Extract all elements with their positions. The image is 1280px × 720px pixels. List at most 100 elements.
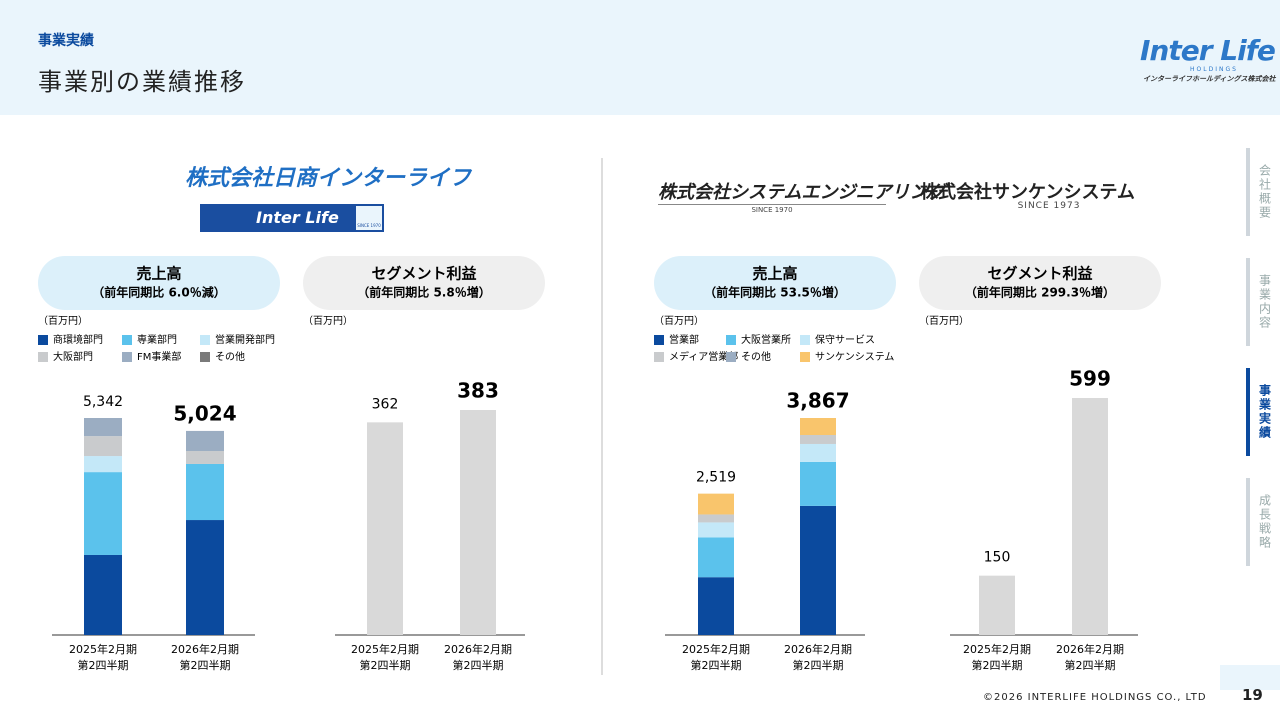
bar: [460, 410, 496, 635]
legend-label: 大阪部門: [53, 350, 93, 363]
value-label: 599: [1069, 367, 1111, 391]
legend-label: 保守サービス: [815, 333, 875, 346]
x-tick-label: 2026年2月期: [171, 642, 239, 656]
legend-swatch: [122, 335, 132, 345]
bar-segment: [698, 522, 734, 538]
logo-company: インターライフホールディングス株式会社: [1143, 75, 1276, 83]
total-label: 5,024: [173, 401, 236, 425]
legend-swatch: [726, 352, 736, 362]
value-label: 383: [457, 379, 499, 403]
section: 事業実績: [38, 33, 94, 49]
legend-label: 営業開発部門: [215, 333, 275, 346]
title: 事業別の業績推移: [38, 68, 246, 96]
legend-label: その他: [741, 350, 771, 363]
bar-segment: [698, 577, 734, 635]
bar-segment: [698, 537, 734, 578]
sidebar-tab[interactable]: 事業実績: [1246, 368, 1280, 456]
chart-title: セグメント利益: [987, 265, 1092, 283]
bar-segment: [800, 461, 836, 506]
legend-swatch: [38, 352, 48, 362]
logo-system-since: SINCE 1970: [658, 204, 886, 214]
bar-segment: [800, 505, 836, 635]
x-tick-label: 2025年2月期: [963, 642, 1031, 656]
legend-label: メディア営業部: [669, 350, 738, 363]
bar-segment: [84, 418, 122, 437]
x-tick-label: 第2四半期: [180, 658, 231, 672]
bar-segment: [186, 520, 224, 635]
x-tick-label: 第2四半期: [1065, 658, 1116, 672]
legend-label: 大阪営業所: [741, 333, 791, 346]
footer: [0, 690, 1280, 720]
pill: [654, 256, 896, 310]
bar-segment: [698, 493, 734, 515]
x-tick-label: 2025年2月期: [69, 642, 137, 656]
unit: （百万円）: [303, 315, 353, 327]
legend-label: 専業部門: [137, 333, 177, 346]
page-number: 19: [1242, 686, 1263, 704]
chart-title: 売上高: [752, 265, 797, 283]
x-tick-label: 第2四半期: [691, 658, 742, 672]
legend-swatch: [122, 352, 132, 362]
x-tick-label: 2025年2月期: [351, 642, 419, 656]
x-tick-label: 第2四半期: [793, 658, 844, 672]
sidebar-tab[interactable]: 事業内容: [1246, 258, 1280, 346]
legend-swatch: [200, 335, 210, 345]
bar-segment: [186, 463, 224, 521]
x-tick-label: 第2四半期: [972, 658, 1023, 672]
bar-segment: [84, 554, 122, 635]
legend-swatch: [726, 335, 736, 345]
bar: [979, 575, 1015, 635]
chart-title: セグメント利益: [371, 265, 476, 283]
legend-label: 営業部: [669, 333, 699, 346]
chart-title: 売上高: [136, 265, 181, 283]
chart-subtitle: （前年同期比 6.0％減）: [92, 285, 225, 300]
legend-label: その他: [215, 350, 245, 363]
unit: （百万円）: [654, 315, 704, 327]
total-label: 2,519: [696, 470, 736, 486]
total-label: 5,342: [83, 394, 123, 410]
legend-swatch: [800, 352, 810, 362]
unit: （百万円）: [38, 315, 88, 327]
logo: Inter Life: [1140, 34, 1276, 67]
logo-sanken-since: SINCE 1973: [1017, 201, 1081, 211]
pill: [919, 256, 1161, 310]
logo-since: SINCE 1970: [356, 206, 382, 230]
x-tick-label: 2026年2月期: [444, 642, 512, 656]
logo-banner: Inter Life: [200, 204, 384, 232]
chart-subtitle: （前年同期比 5.8％増）: [357, 285, 490, 300]
value-label: 150: [984, 550, 1011, 566]
bar: [1072, 398, 1108, 635]
x-tick-label: 2026年2月期: [784, 642, 852, 656]
bar-segment: [800, 418, 836, 436]
legend-swatch: [654, 352, 664, 362]
bar-segment: [186, 430, 224, 451]
chart-subtitle: （前年同期比 53.5％増）: [704, 285, 846, 300]
x-tick-label: 2026年2月期: [1056, 642, 1124, 656]
bar-segment: [186, 450, 224, 464]
pill: [303, 256, 545, 310]
sidebar-tab[interactable]: 成長戦略: [1246, 478, 1280, 566]
x-tick-label: 第2四半期: [360, 658, 411, 672]
x-tick-label: 2025年2月期: [682, 642, 750, 656]
chart-subtitle: （前年同期比 299.3％増）: [965, 285, 1115, 300]
x-tick-label: 第2四半期: [453, 658, 504, 672]
bar-segment: [84, 436, 122, 457]
legend-swatch: [200, 352, 210, 362]
logo-sub: HOLDINGS: [1190, 66, 1238, 73]
bar-segment: [84, 472, 122, 555]
pill: [38, 256, 280, 310]
bar: [367, 422, 403, 635]
logo-system: 株式会社システムエンジニアリング: [658, 182, 946, 203]
legend-label: FM事業部: [137, 350, 181, 363]
sidebar-tab[interactable]: 会社概要: [1246, 148, 1280, 236]
legend-swatch: [38, 335, 48, 345]
bar-segment: [84, 456, 122, 473]
total-label: 3,867: [786, 389, 849, 413]
unit: （百万円）: [919, 315, 969, 327]
logo-sanken: 株式会社サンケンシステム: [920, 182, 1135, 203]
legend-swatch: [800, 335, 810, 345]
copyright: ©2026 INTERLIFE HOLDINGS CO., LTD: [983, 692, 1207, 703]
legend-swatch: [654, 335, 664, 345]
